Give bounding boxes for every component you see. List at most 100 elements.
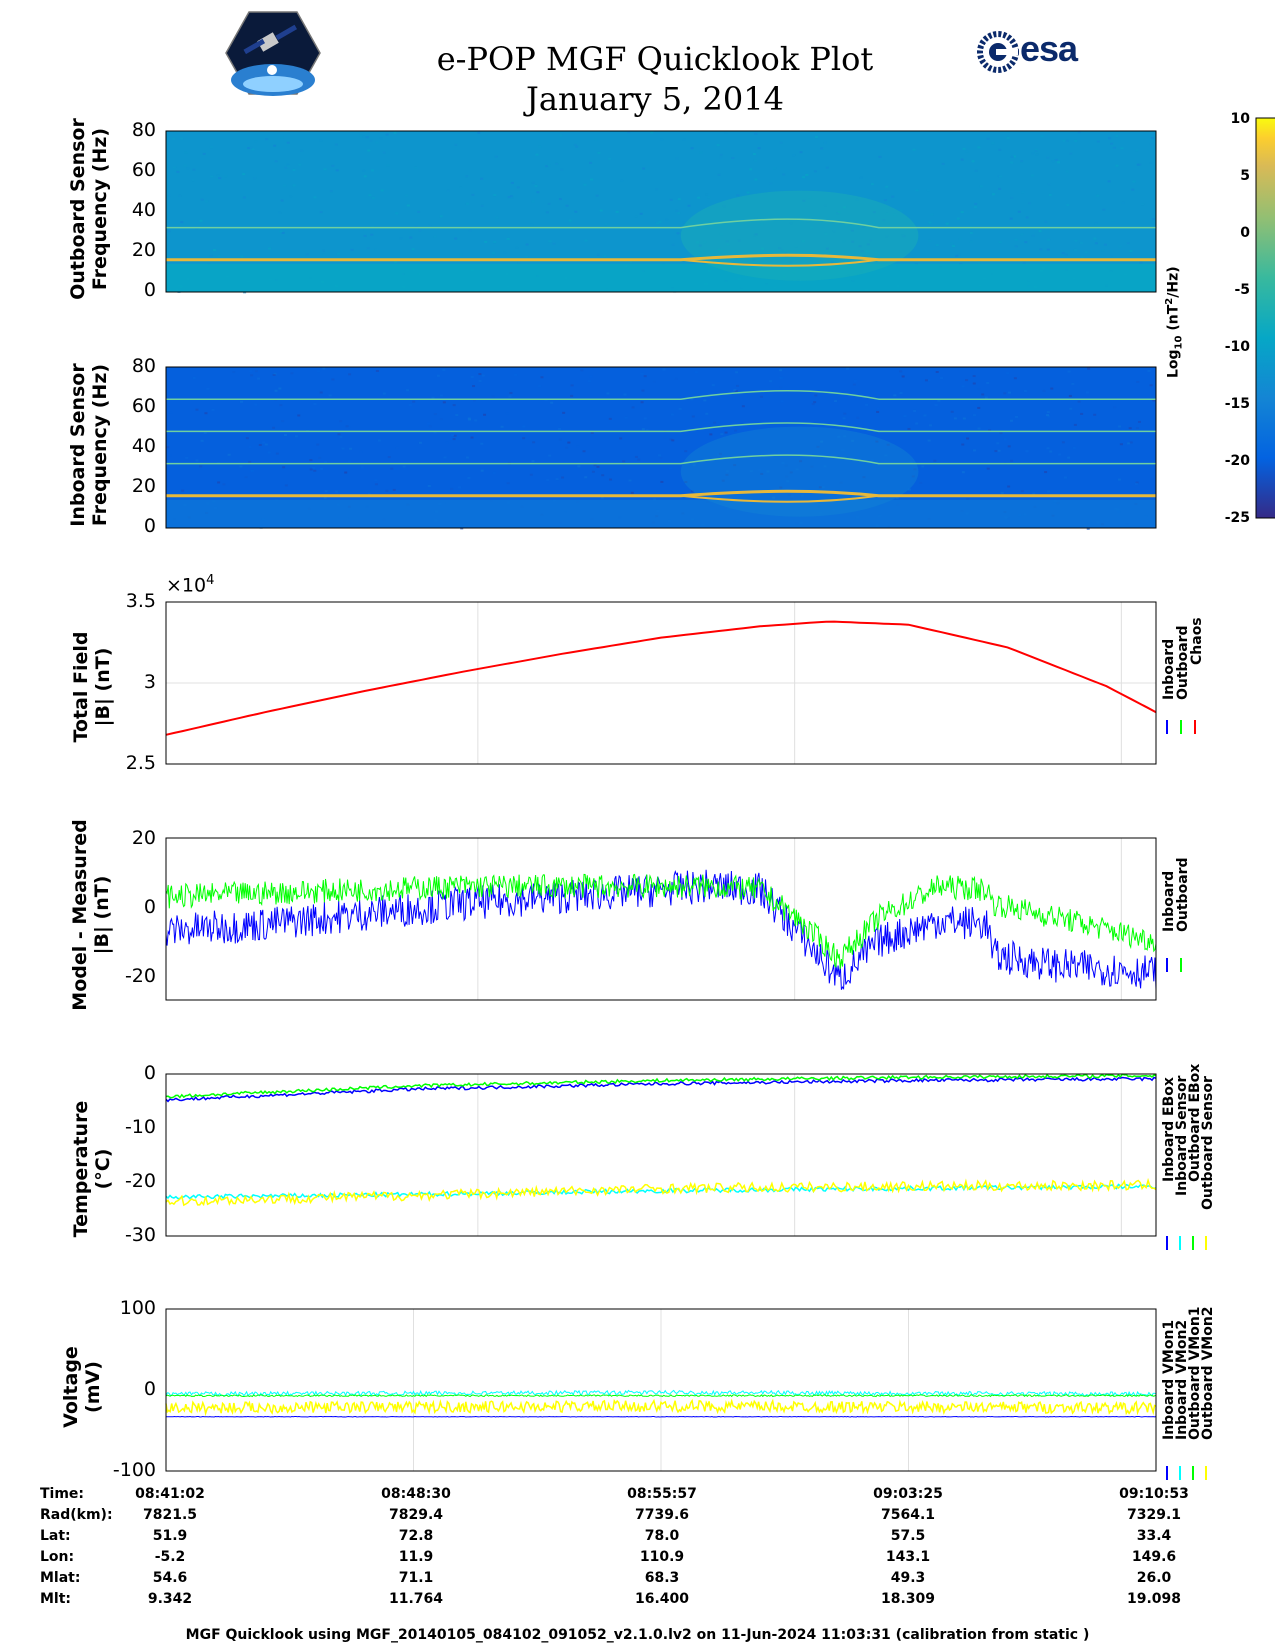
spectrogram-noise bbox=[575, 145, 579, 148]
legend-marker bbox=[1166, 720, 1168, 734]
table-cell: 54.6 bbox=[152, 1570, 188, 1586]
spectrogram-noise bbox=[998, 175, 1002, 178]
spectrogram-noise bbox=[668, 467, 672, 470]
spectrogram-noise bbox=[998, 187, 1002, 190]
spectrogram-noise bbox=[634, 455, 638, 458]
spectrogram-noise bbox=[339, 435, 343, 438]
spectrogram-noise bbox=[841, 449, 845, 452]
spectrogram-noise bbox=[671, 439, 675, 442]
spectrogram-noise bbox=[594, 138, 598, 141]
spectrogram-noise bbox=[436, 374, 440, 377]
spectrogram-noise bbox=[418, 441, 422, 444]
spectrogram-noise bbox=[1046, 156, 1050, 159]
spectrogram-noise bbox=[695, 461, 699, 464]
spectrogram-noise bbox=[525, 243, 529, 246]
cb-label-end: /Hz) bbox=[1165, 266, 1182, 298]
spectrogram-noise bbox=[1151, 218, 1155, 221]
spectrogram-noise bbox=[280, 136, 284, 139]
cassiope-satellite-icon bbox=[225, 11, 321, 96]
table-cell: 57.5 bbox=[890, 1528, 926, 1544]
spectrogram-noise bbox=[253, 177, 257, 180]
spectrogram-noise bbox=[1074, 139, 1078, 142]
spectrogram-noise bbox=[950, 410, 954, 413]
spectrogram-noise bbox=[297, 414, 301, 417]
spectrogram-noise bbox=[294, 435, 298, 438]
spectrogram-noise bbox=[484, 240, 488, 243]
spectrogram-noise bbox=[998, 241, 1002, 244]
spectrogram-noise bbox=[480, 204, 484, 207]
spectrogram-noise bbox=[590, 178, 594, 181]
spectrogram-noise bbox=[814, 394, 818, 397]
spectrogram-noise bbox=[329, 190, 333, 193]
spectrogram-noise bbox=[769, 380, 773, 383]
series-line bbox=[165, 1394, 1157, 1398]
spectrogram-noise bbox=[1103, 243, 1107, 246]
spectrogram-noise bbox=[842, 417, 846, 420]
spectrogram-noise bbox=[810, 465, 814, 468]
spectrogram-noise bbox=[674, 377, 678, 380]
table-cell: 7564.1 bbox=[880, 1507, 936, 1523]
spectrogram-noise bbox=[280, 199, 284, 202]
colorbar-label: Log10 (nT2/Hz) bbox=[1163, 266, 1186, 378]
table-cell: 19.098 bbox=[1126, 1591, 1182, 1607]
spectrogram-noise bbox=[248, 446, 252, 449]
spectrogram-noise bbox=[986, 137, 990, 140]
spectrogram-noise bbox=[313, 196, 317, 199]
spectrogram-noise bbox=[1013, 377, 1017, 380]
spectrogram-noise bbox=[507, 196, 511, 199]
spectrogram-noise bbox=[991, 193, 995, 196]
page-title: e-POP MGF Quicklook Plot bbox=[436, 40, 874, 78]
spectrogram-noise bbox=[244, 476, 248, 479]
spectrogram-noise bbox=[555, 478, 559, 481]
spectrogram-noise bbox=[713, 421, 717, 424]
spectrogram-noise bbox=[1050, 387, 1054, 390]
spectrogram-noise bbox=[758, 469, 762, 472]
spectrogram-noise bbox=[217, 481, 221, 484]
spectrogram-noise bbox=[1007, 485, 1011, 488]
spectrogram-noise bbox=[643, 417, 647, 420]
spectrogram-noise bbox=[802, 176, 806, 179]
spectrogram-noise bbox=[779, 141, 783, 144]
spectrogram-noise bbox=[850, 229, 854, 232]
spectrogram-noise bbox=[703, 399, 707, 402]
spectrogram-noise bbox=[885, 212, 889, 215]
spectrogram-noise bbox=[345, 425, 349, 428]
legend-entry: Outboard VMon2 bbox=[1200, 1306, 1216, 1440]
spectrogram-noise bbox=[505, 412, 509, 415]
spectrogram-noise bbox=[1040, 135, 1044, 138]
spectrogram-noise bbox=[725, 470, 729, 473]
ylabel-line1: Model - Measured bbox=[69, 819, 91, 1011]
table-cell: 7821.5 bbox=[142, 1507, 198, 1523]
spectrogram-noise bbox=[281, 231, 285, 234]
spectrogram-noise bbox=[761, 247, 765, 250]
spectrogram-noise bbox=[1046, 414, 1050, 417]
spectrogram-noise bbox=[825, 166, 829, 169]
spectrogram-noise bbox=[760, 472, 764, 475]
spectrogram-noise bbox=[249, 146, 253, 149]
row-label: Lat: bbox=[40, 1528, 71, 1544]
spectrogram-noise bbox=[431, 396, 435, 399]
spectrogram-noise bbox=[284, 484, 288, 487]
spectrogram-noise bbox=[843, 435, 847, 438]
spectrogram-noise bbox=[977, 406, 981, 409]
spectrogram-noise bbox=[365, 136, 369, 139]
spectrogram-noise bbox=[1096, 140, 1100, 143]
spectrogram-noise bbox=[769, 182, 773, 185]
spectrogram-line bbox=[166, 390, 1156, 400]
esa-logo: esa bbox=[977, 28, 1098, 73]
spectrogram-noise bbox=[258, 443, 262, 446]
spectrogram-noise bbox=[1150, 477, 1154, 480]
spectrogram-noise bbox=[1031, 234, 1035, 237]
series-line bbox=[165, 620, 1157, 736]
spectrogram-noise bbox=[691, 415, 695, 418]
spectrogram-noise bbox=[454, 143, 458, 146]
spectrogram-noise bbox=[1065, 139, 1069, 142]
spectrogram-noise bbox=[580, 369, 584, 372]
spectrogram-noise bbox=[247, 147, 251, 150]
spectrogram-noise bbox=[574, 210, 578, 213]
spectrogram-noise bbox=[757, 147, 761, 150]
spectrogram-noise bbox=[907, 488, 911, 491]
spectrogram-noise bbox=[977, 427, 981, 430]
spectrogram-noise bbox=[1073, 248, 1077, 251]
ytick: 0 bbox=[143, 515, 156, 537]
